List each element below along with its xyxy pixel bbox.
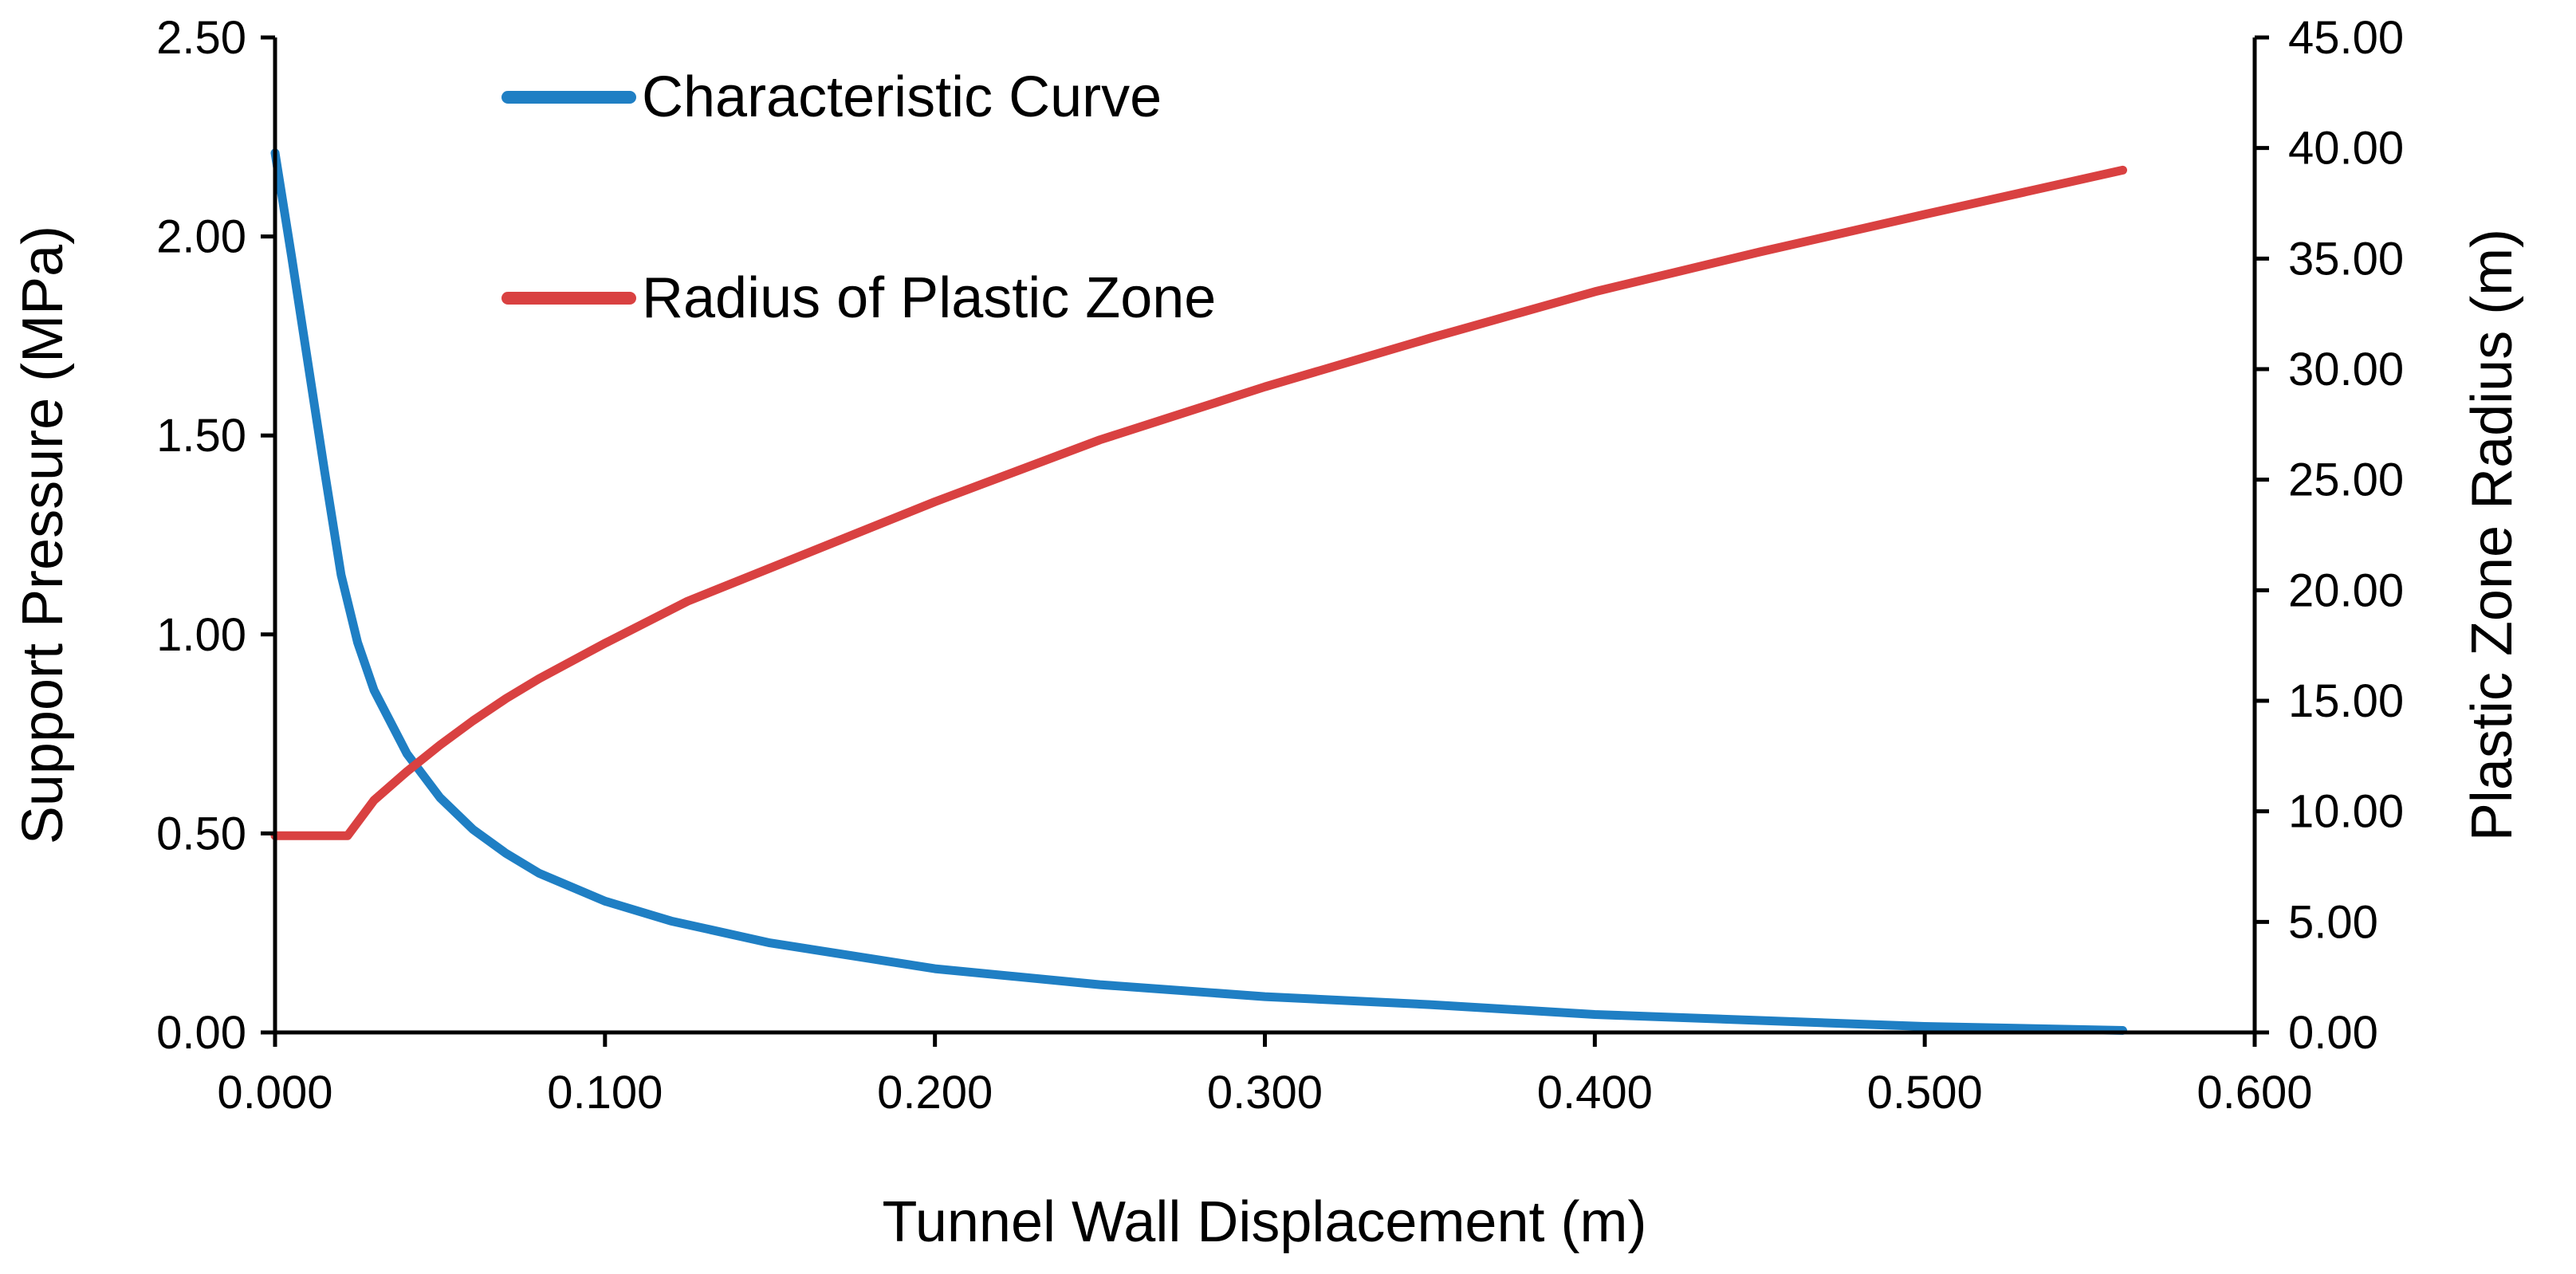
x-tick-label: 0.100	[547, 1067, 663, 1119]
right-y-tick-label: 25.00	[2288, 454, 2404, 506]
right-y-tick-label: 40.00	[2288, 123, 2404, 175]
left-y-tick-label: 1.00	[156, 609, 246, 661]
x-tick-label: 0.200	[877, 1067, 993, 1119]
right-y-tick-label: 20.00	[2288, 564, 2404, 616]
series-line-radius-of-plastic-zone	[270, 165, 2127, 840]
left-y-tick-label: 0.00	[156, 1007, 246, 1059]
right-y-axis-ticks: 0.00 5.00 10.00 15.00 20.00 25.00 30.00 35.00 40…	[2255, 12, 2404, 1059]
right-y-tick-label: 30.00	[2288, 344, 2404, 395]
right-y-tick-label: 5.00	[2288, 896, 2378, 948]
x-tick-label: 0.600	[2196, 1067, 2312, 1119]
left-y-tick-label: 2.50	[156, 12, 246, 64]
plot-lines	[270, 148, 2127, 1035]
left-y-tick-label: 2.00	[156, 211, 246, 263]
legend-label-radius-of-plastic-zone: Radius of Plastic Zone	[642, 266, 1216, 330]
x-tick-label: 0.300	[1207, 1067, 1323, 1119]
x-tick-label: 0.400	[1537, 1067, 1653, 1119]
legend-label-characteristic-curve: Characteristic Curve	[642, 65, 1162, 129]
x-axis-ticks: 0.000 0.100 0.200 0.300 0.400 0.500 0.600	[217, 1032, 2313, 1119]
right-y-tick-label: 45.00	[2288, 12, 2404, 64]
right-y-tick-label: 15.00	[2288, 675, 2404, 727]
left-y-axis-title: Support Pressure (MPa)	[11, 226, 75, 844]
left-y-axis-ticks: 0.00 0.50 1.00 1.50 2.00 2.50	[156, 12, 275, 1059]
x-tick-label: 0.500	[1867, 1067, 1983, 1119]
legend: Characteristic Curve Radius of Plastic Z…	[501, 65, 1216, 330]
right-y-tick-label: 0.00	[2288, 1007, 2378, 1059]
x-tick-label: 0.000	[217, 1067, 332, 1119]
right-y-tick-label: 10.00	[2288, 786, 2404, 838]
right-y-axis-title: Plastic Zone Radius (m)	[2460, 229, 2524, 841]
left-y-tick-label: 0.50	[156, 808, 246, 859]
left-y-tick-label: 1.50	[156, 410, 246, 462]
x-axis-title: Tunnel Wall Displacement (m)	[883, 1190, 1647, 1254]
right-y-tick-label: 35.00	[2288, 233, 2404, 285]
series-line-characteristic-curve	[270, 148, 2127, 1035]
